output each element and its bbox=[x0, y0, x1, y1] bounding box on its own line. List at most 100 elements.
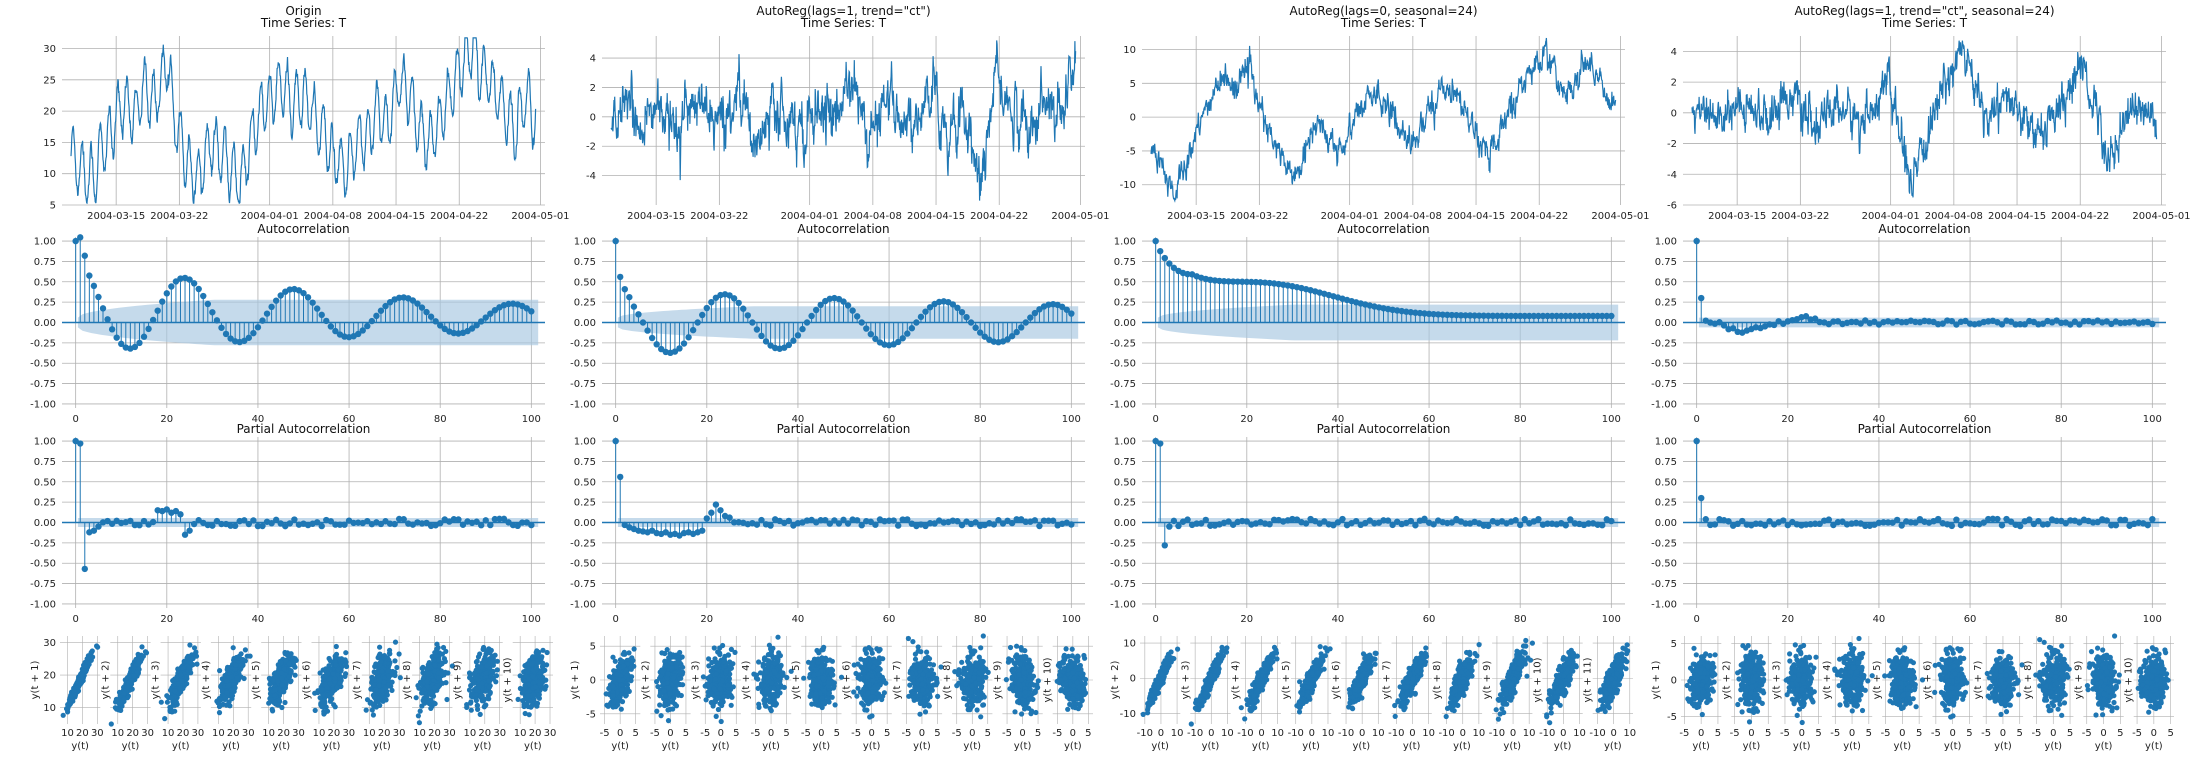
acf-ar0s24-xtick-label: 40 bbox=[1332, 414, 1345, 425]
lag-origin-xtick-label: 10 bbox=[514, 728, 527, 739]
pacf-ar0s24-title: Partial Autocorrelation bbox=[1317, 422, 1451, 436]
acf-ar1ct-marker-lag-50 bbox=[840, 298, 847, 305]
acf-origin-marker-lag-42 bbox=[263, 310, 271, 317]
pacf-ar0s24-marker-lag-90 bbox=[1562, 522, 1569, 529]
acf-ar1ct-ytick-label: -1.00 bbox=[570, 399, 596, 410]
pacf-ar0s24-xtick-label: 80 bbox=[1514, 614, 1527, 625]
lag-origin-point bbox=[172, 688, 178, 694]
pacf-ar1ct-s24-marker-lag-71 bbox=[2016, 522, 2024, 530]
pacf-ar1ct-marker-lag-50 bbox=[840, 516, 847, 524]
lag-origin-point bbox=[72, 692, 78, 699]
ts-origin-ytick-label: 15 bbox=[43, 138, 56, 149]
lag-origin-point bbox=[378, 658, 384, 664]
pacf-ar1ct-s24-marker-lag-44 bbox=[1893, 516, 1901, 524]
pacf-ar1ct-s24-ytick-label: 0.00 bbox=[1655, 518, 1677, 529]
lag-origin-point bbox=[368, 686, 374, 692]
acf-origin-xtick-label: 0 bbox=[72, 414, 78, 425]
lag-origin-point bbox=[525, 693, 531, 699]
ts-ar1ct-xtick-label: 2004-03-22 bbox=[690, 211, 748, 222]
acf-ar1ct-marker-lag-63 bbox=[899, 335, 906, 342]
acf-ar1ct-marker-lag-90 bbox=[1022, 319, 1029, 326]
pacf-origin-marker-lag-40 bbox=[254, 522, 262, 530]
lag-origin-point bbox=[439, 680, 446, 686]
ts-ar1ct-xtick-label: 2004-04-15 bbox=[907, 211, 965, 222]
lag-origin-xtick-label: 30 bbox=[342, 728, 355, 739]
lag-origin-point bbox=[77, 681, 83, 687]
acf-ar1ct-s24-marker-lag-27 bbox=[1816, 318, 1823, 326]
acf-ar1ct-marker-lag-87 bbox=[1008, 332, 1016, 340]
pacf-ar1ct-marker-lag-31 bbox=[753, 521, 761, 528]
acf-ar0s24-marker-lag-84 bbox=[1535, 312, 1542, 320]
pacf-ar1ct-marker-lag-84 bbox=[995, 517, 1002, 524]
ts-ar1ct-s24-ytick-label: 4 bbox=[1671, 47, 1677, 58]
lag-origin-subplot-9: 10 20 30y(t) y(t + 9) bbox=[452, 636, 506, 752]
acf-ar1ct-marker-lag-1 bbox=[617, 273, 624, 281]
acf-ar1ct-marker-lag-6 bbox=[639, 319, 647, 326]
pacf-ar1ct-s24-ytick-label: -0.25 bbox=[1651, 538, 1677, 549]
pacf-ar0s24-marker-lag-26 bbox=[1270, 516, 1278, 523]
ts-ar0s24-title-line-0: AutoReg(lags=0, seasonal=24) bbox=[1289, 4, 1477, 18]
lag-origin-point bbox=[187, 642, 193, 648]
acf-ar1ct-marker-lag-52 bbox=[849, 307, 856, 314]
lag-origin-xtick-label: 30 bbox=[443, 728, 456, 739]
pacf-ar0s24-ytick-label: 0.25 bbox=[1114, 498, 1136, 509]
pacf-origin-marker-lag-85 bbox=[459, 521, 467, 528]
pacf-ar0s24-marker-lag-84 bbox=[1535, 515, 1542, 523]
acf-ar1ct-xtick-label: 20 bbox=[700, 414, 713, 425]
ts-ar0s24-xtick-label: 2004-04-01 bbox=[1321, 211, 1379, 222]
acf-ar0s24-xtick-label: 80 bbox=[1514, 414, 1527, 425]
lag-ar1ct-point bbox=[606, 674, 613, 680]
ts-ar0s24-ytick-label: 0 bbox=[1130, 113, 1136, 124]
pacf-origin-marker-lag-83 bbox=[450, 516, 458, 523]
pacf-origin-marker-lag-34 bbox=[227, 522, 234, 529]
acf-ar1ct-marker-lag-65 bbox=[908, 325, 916, 332]
acf-ar1ct-s24-marker-lag-36 bbox=[1857, 320, 1864, 327]
pacf-ar1ct-marker-lag-53 bbox=[853, 517, 861, 524]
lag-origin-point bbox=[184, 681, 190, 687]
lag-ar1ct-point bbox=[610, 693, 616, 699]
ts-ar1ct-s24-title-line-1: Time Series: T bbox=[1881, 16, 1968, 30]
acf-ar0s24-title: Autocorrelation bbox=[1337, 222, 1429, 236]
ts-ar1ct-series-line bbox=[610, 40, 1077, 201]
pacf-origin-marker-lag-15 bbox=[140, 517, 148, 525]
acf-ar1ct-s24-marker-lag-5 bbox=[1716, 319, 1723, 326]
ts-ar1ct-s24-ytick-label: -6 bbox=[1667, 201, 1677, 212]
pacf-ar1ct-marker-lag-57 bbox=[872, 521, 879, 528]
acf-ar1ct-s24-marker-lag-30 bbox=[1830, 318, 1837, 325]
pacf-ar1ct-s24-title: Partial Autocorrelation bbox=[1858, 422, 1992, 436]
pacf-ar1ct-marker-lag-34 bbox=[767, 522, 774, 529]
acf-ar0s24-marker-lag-16 bbox=[1225, 278, 1232, 285]
acf-origin-marker-lag-71 bbox=[395, 294, 403, 301]
pacf-ar1ct-marker-lag-70 bbox=[931, 520, 938, 527]
acf-ar1ct-s24-title: Autocorrelation bbox=[1878, 222, 1970, 236]
lag-origin-point bbox=[320, 698, 326, 704]
lag-origin-point bbox=[319, 704, 325, 710]
acf-ar0s24-ytick-label: 0.75 bbox=[1114, 257, 1136, 268]
lag-origin-ytick-label: 30 bbox=[43, 638, 56, 649]
acf-origin-ytick-label: 0.00 bbox=[34, 318, 56, 329]
lag-origin-point bbox=[216, 710, 223, 716]
pacf-origin-marker-lag-57 bbox=[332, 521, 339, 528]
pacf-ar1ct-xtick-label: 0 bbox=[612, 614, 618, 625]
ts-ar1ct-xtick-label: 2004-05-01 bbox=[1051, 211, 1109, 222]
lag-origin-point bbox=[112, 705, 118, 711]
pacf-ar1ct-panel: Partial Autocorrelation 1.00 0.75 0.50 0.25 0… bbox=[570, 422, 1085, 625]
lag-ar1ct-point bbox=[618, 706, 624, 712]
lag-origin-point bbox=[394, 664, 400, 671]
acf-origin-marker-lag-17 bbox=[149, 316, 157, 324]
acf-origin-marker-lag-14 bbox=[136, 339, 143, 347]
lag-origin-point bbox=[312, 707, 318, 714]
lag-origin-point bbox=[376, 683, 382, 689]
lag-origin-point bbox=[421, 686, 427, 692]
pacf-ar1ct-s24-marker-lag-92 bbox=[2112, 522, 2120, 529]
acf-ar1ct-marker-lag-15 bbox=[680, 340, 688, 347]
lag-origin-xlabel-7: y(t) bbox=[373, 741, 391, 752]
lag-origin-point bbox=[467, 700, 474, 706]
pacf-ar0s24-xtick-label: 60 bbox=[1423, 614, 1436, 625]
lag-origin-xtick-label: 20 bbox=[378, 728, 391, 739]
ts-origin-xtick-label: 2004-04-22 bbox=[430, 211, 488, 222]
acf-ar0s24-marker-lag-68 bbox=[1462, 312, 1469, 319]
pacf-origin-marker-lag-35 bbox=[231, 522, 239, 530]
lag-origin-point bbox=[413, 695, 419, 701]
